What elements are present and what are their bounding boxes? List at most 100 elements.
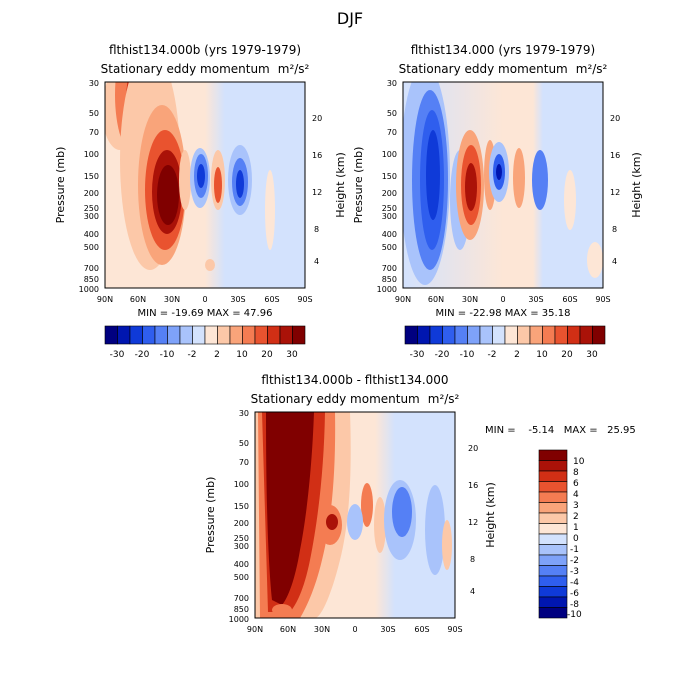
colorbar-swatch — [242, 325, 256, 345]
panel-2-units: m²/s² — [576, 62, 608, 76]
colorbar-swatch — [542, 325, 556, 345]
p1-ytick: 30 — [89, 79, 99, 88]
colorbar-swatch — [538, 575, 568, 587]
colorbar-swatch — [538, 565, 568, 577]
colorbar-swatch — [538, 544, 568, 556]
p3-cb-label: 4 — [573, 490, 579, 500]
p2-cb-label: -30 — [410, 350, 425, 360]
figure-title: DJF — [337, 9, 363, 28]
panel-2-colorbar — [404, 325, 606, 345]
panel-2-ylabel: Pressure (mb) — [352, 147, 365, 224]
colorbar-swatch — [254, 325, 268, 345]
panel-3-colorbar — [538, 449, 568, 619]
p3-ytick: 200 — [234, 519, 249, 528]
colorbar-swatch — [492, 325, 506, 345]
panel-3-subtitle-text: Stationary eddy momentum — [251, 392, 420, 406]
colorbar-swatch — [479, 325, 493, 345]
p3-ytick: 850 — [234, 605, 249, 614]
p3-htick: 12 — [468, 518, 478, 527]
colorbar-swatch — [538, 512, 568, 524]
p2-xtick: 30S — [528, 295, 543, 304]
p3-xtick: 60S — [414, 625, 429, 634]
panel-3-x-ticks: 90N 60N 30N 0 30S 60S 90S — [247, 625, 463, 634]
p2-ytick: 1000 — [377, 285, 397, 294]
colorbar-swatch — [579, 325, 593, 345]
colorbar-swatch — [538, 470, 568, 482]
panel-2-subtitle-text: Stationary eddy momentum — [399, 62, 568, 76]
p3-cb-label: 10 — [573, 457, 585, 467]
panel-1-contour-field — [105, 82, 305, 288]
colorbar-swatch — [129, 325, 143, 345]
panel-3-contour-field — [255, 412, 455, 618]
p2-ytick: 50 — [387, 109, 397, 118]
colorbar-swatch — [417, 325, 431, 345]
p2-xtick: 90N — [395, 295, 411, 304]
p1-cb-label: 10 — [236, 350, 248, 360]
p1-ytick: 850 — [84, 275, 99, 284]
panel-2-stats: MIN = -22.98 MAX = 35.18 — [436, 308, 571, 319]
p2-cb-label: 2 — [514, 350, 520, 360]
p2-xtick: 90S — [595, 295, 610, 304]
p3-xtick: 90N — [247, 625, 263, 634]
p1-ytick: 250 — [84, 204, 99, 213]
p2-htick: 8 — [612, 225, 617, 234]
panel-3-stats: MIN = -5.14 MAX = 25.95 — [485, 425, 636, 436]
p3-ytick: 100 — [234, 480, 249, 489]
p3-cb-label: 0 — [573, 534, 579, 544]
p3-cb-label: 6 — [573, 479, 579, 489]
panel-3: flthist134.000b - flthist134.000 Station… — [204, 373, 636, 634]
colorbar-swatch — [454, 325, 468, 345]
p3-cb-label: -2 — [570, 556, 579, 566]
panel-1-ylabel: Pressure (mb) — [54, 147, 67, 224]
colorbar-swatch — [538, 481, 568, 493]
p2-xtick: 60S — [562, 295, 577, 304]
panel-2-contour-field — [403, 82, 603, 288]
panel-1-colorbar-labels: -30 -20 -10 -2 2 10 20 30 — [110, 350, 298, 360]
p2-cb-label: -10 — [460, 350, 475, 360]
p1-htick: 12 — [312, 188, 322, 197]
colorbar-swatch — [267, 325, 281, 345]
colorbar-swatch — [229, 325, 243, 345]
colorbar-swatch — [217, 325, 231, 345]
colorbar-swatch — [292, 325, 306, 345]
p1-ytick: 1000 — [79, 285, 99, 294]
colorbar-swatch — [504, 325, 518, 345]
panel-1-colorbar — [104, 325, 306, 345]
p3-xtick: 90S — [447, 625, 462, 634]
panel-3-left-ticks: 30 50 70 100 150 200 250 300 400 500 700… — [229, 409, 249, 624]
p2-cb-label: 10 — [536, 350, 548, 360]
colorbar-swatch — [529, 325, 543, 345]
panel-1-left-ticks: 30 50 70 100 150 200 250 300 400 500 700… — [79, 79, 99, 294]
panel-2-colorbar-labels: -30 -20 -10 -2 2 10 20 30 — [410, 350, 598, 360]
p3-ytick: 700 — [234, 594, 249, 603]
p2-ytick: 400 — [382, 230, 397, 239]
p2-ytick: 850 — [382, 275, 397, 284]
p3-htick: 20 — [468, 444, 478, 453]
p1-xtick: 30N — [164, 295, 180, 304]
p2-xtick: 30N — [462, 295, 478, 304]
p3-ytick: 400 — [234, 560, 249, 569]
colorbar-swatch — [538, 596, 568, 608]
p3-xtick: 30S — [380, 625, 395, 634]
p3-ytick: 30 — [239, 409, 249, 418]
p1-xtick: 30S — [230, 295, 245, 304]
colorbar-swatch — [538, 523, 568, 535]
colorbar-swatch — [538, 586, 568, 598]
p2-ytick: 300 — [382, 212, 397, 221]
p2-cb-label: 20 — [561, 350, 573, 360]
panel-1-frame — [104, 81, 306, 289]
p1-ytick: 100 — [84, 150, 99, 159]
panel-1-units: m²/s² — [278, 62, 310, 76]
p1-ytick: 400 — [84, 230, 99, 239]
p2-ytick: 200 — [382, 189, 397, 198]
colorbar-swatch — [517, 325, 531, 345]
colorbar-swatch — [538, 502, 568, 514]
panel-3-units: m²/s² — [428, 392, 460, 406]
colorbar-swatch — [442, 325, 456, 345]
colorbar-swatch — [429, 325, 443, 345]
p1-xtick: 0 — [202, 295, 207, 304]
p1-cb-label: -20 — [135, 350, 150, 360]
colorbar-swatch — [538, 449, 568, 461]
p1-xtick: 90N — [97, 295, 113, 304]
p2-htick: 12 — [610, 188, 620, 197]
